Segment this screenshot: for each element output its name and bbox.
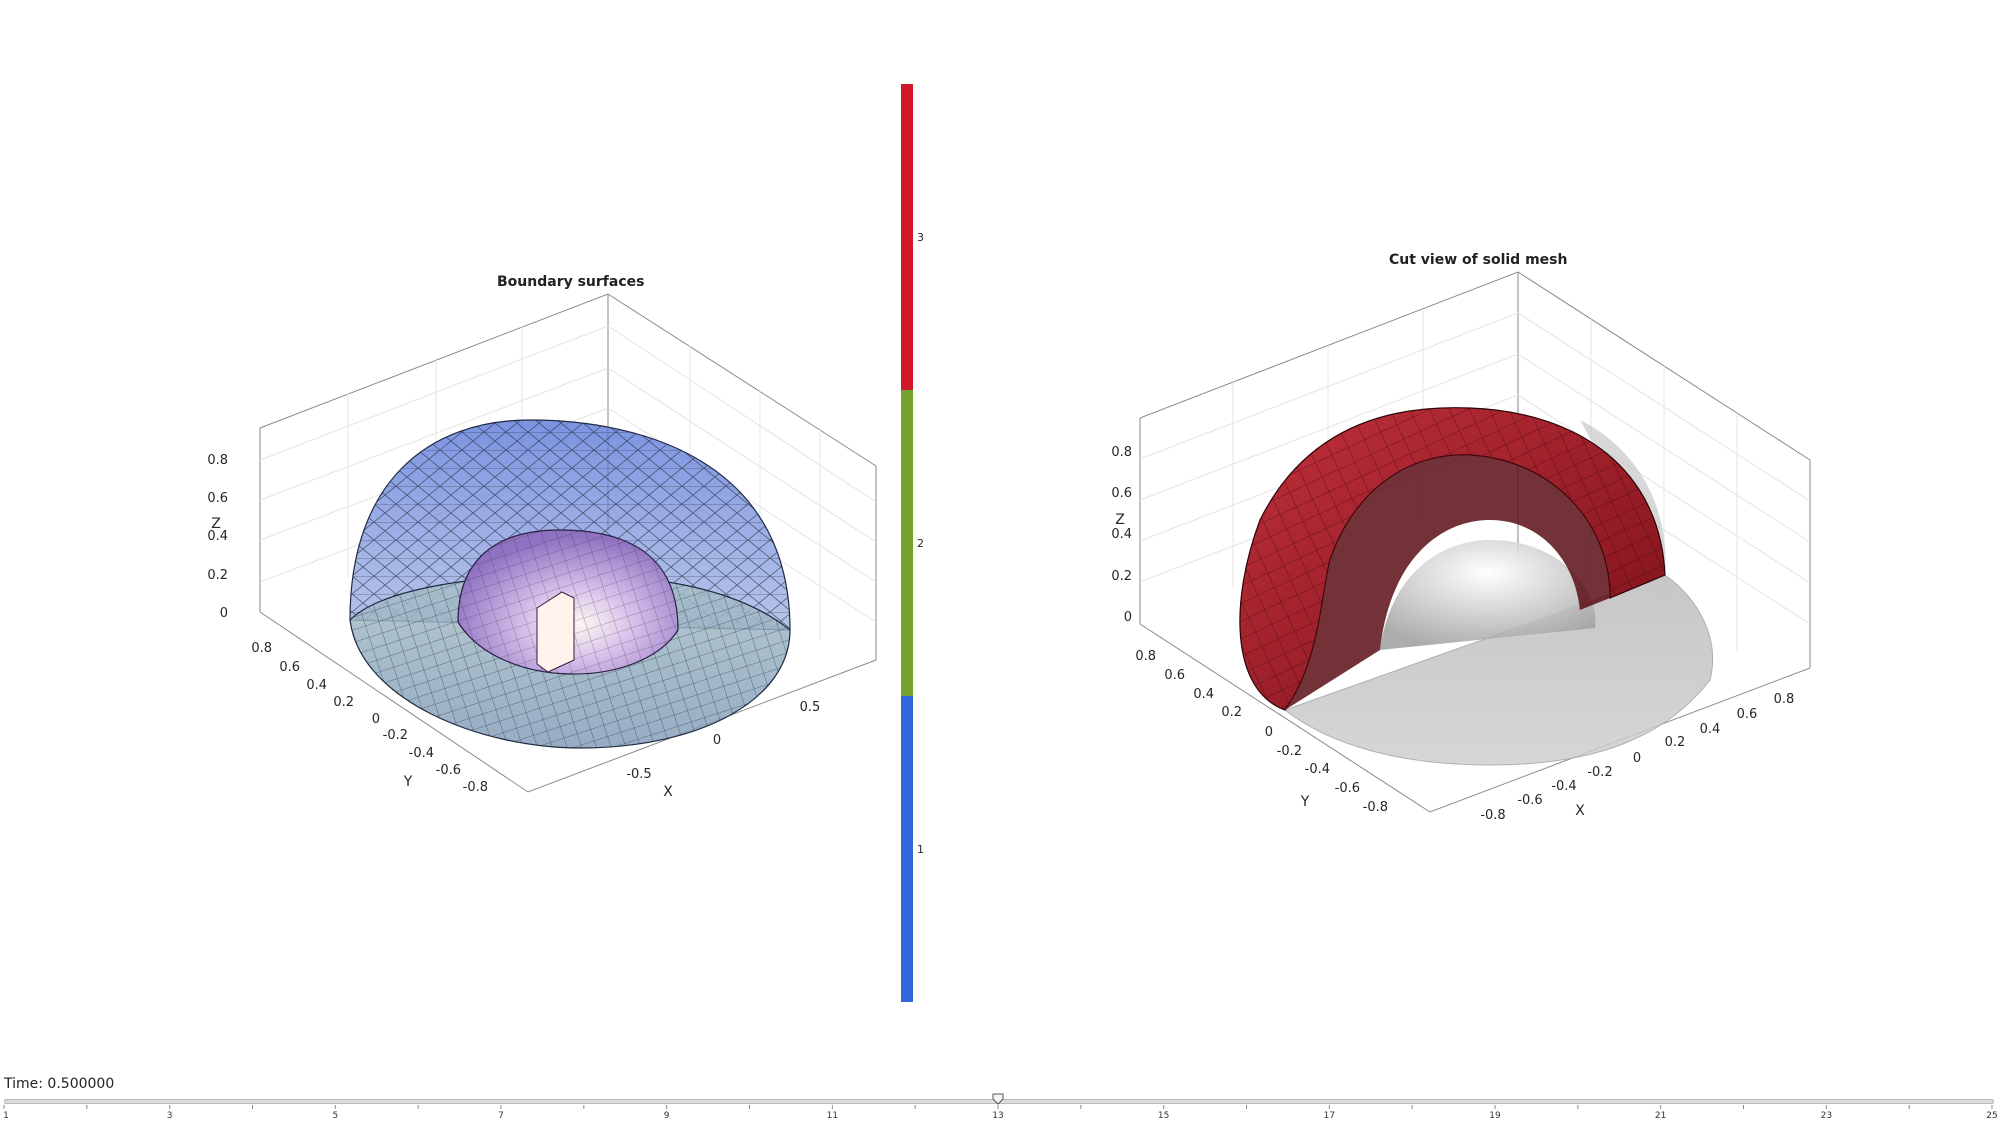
inner-cube xyxy=(536,591,575,673)
svg-text:0: 0 xyxy=(372,712,380,727)
left-z-label: Z xyxy=(211,516,221,532)
slider-tick-label: 7 xyxy=(498,1111,504,1121)
right-x-label: X xyxy=(1575,803,1585,819)
svg-text:0.4: 0.4 xyxy=(1193,687,1214,702)
svg-text:0.2: 0.2 xyxy=(1665,735,1686,750)
colorbar-label-3: 3 xyxy=(917,231,924,244)
svg-text:0.6: 0.6 xyxy=(1164,668,1185,683)
svg-text:0.4: 0.4 xyxy=(1700,722,1721,737)
grey-dome-surface xyxy=(1283,574,1714,766)
svg-text:0.4: 0.4 xyxy=(306,678,327,693)
slider-tick-label: 11 xyxy=(826,1111,839,1121)
right-plot-title: Cut view of solid mesh xyxy=(1389,252,1568,268)
svg-text:-0.2: -0.2 xyxy=(1587,765,1612,780)
colorbar-segment-3 xyxy=(901,84,913,390)
svg-text:-0.6: -0.6 xyxy=(436,763,461,778)
left-y-label: Y xyxy=(403,774,413,790)
svg-text:-0.8: -0.8 xyxy=(463,780,488,795)
left-plot-title: Boundary surfaces xyxy=(497,274,645,290)
inner-grey-dome xyxy=(1380,540,1596,650)
svg-text:0.4: 0.4 xyxy=(1111,527,1132,542)
slider-tick-label: 3 xyxy=(166,1111,173,1121)
svg-text:-0.4: -0.4 xyxy=(1551,779,1576,794)
slider-tick-label: 9 xyxy=(663,1111,670,1121)
left-z-tick: 0 xyxy=(220,606,228,621)
cut-face xyxy=(1285,454,1610,710)
svg-text:0: 0 xyxy=(713,733,721,748)
svg-text:0: 0 xyxy=(1265,725,1273,740)
left-x-ticks: -0.5 0 0.5 xyxy=(626,700,820,782)
left-z-tick: 0.4 xyxy=(207,529,228,544)
svg-text:0: 0 xyxy=(1633,751,1641,766)
right-z-ticks: 0.8 0.6 0.4 0.2 0 xyxy=(1111,445,1132,625)
svg-text:0.8: 0.8 xyxy=(1111,445,1132,460)
slider-tick-label: 15 xyxy=(1157,1111,1170,1121)
svg-text:-0.4: -0.4 xyxy=(409,746,434,761)
right-x-ticks: -0.8 -0.6 -0.4 -0.2 0 0.2 0.4 0.6 0.8 xyxy=(1480,692,1794,823)
svg-text:0.2: 0.2 xyxy=(1111,569,1132,584)
slider-tick-label: 1 xyxy=(3,1111,9,1121)
svg-text:0.5: 0.5 xyxy=(800,700,821,715)
time-slider-ticks xyxy=(3,1105,1993,1109)
svg-text:-0.5: -0.5 xyxy=(626,767,651,782)
svg-text:0.2: 0.2 xyxy=(1221,705,1242,720)
svg-text:-0.8: -0.8 xyxy=(1480,808,1505,823)
right-y-label: Y xyxy=(1300,794,1310,810)
left-x-label: X xyxy=(663,784,673,800)
svg-text:-0.2: -0.2 xyxy=(383,728,408,743)
left-z-tick: 0.8 xyxy=(207,453,228,468)
svg-text:0.6: 0.6 xyxy=(1737,707,1758,722)
left-plot-axes[interactable]: 0.8 0.6 0.4 0.2 0 Z 0.8 0.6 0.4 0.2 0 -0… xyxy=(0,0,900,800)
svg-text:0.8: 0.8 xyxy=(1774,692,1795,707)
slider-tick-label: 25 xyxy=(1986,1111,1998,1121)
right-y-ticks: 0.8 0.6 0.4 0.2 0 -0.2 -0.4 -0.6 -0.8 xyxy=(1135,649,1388,815)
left-z-ticks: 0.8 0.6 0.4 0.2 0 xyxy=(207,453,228,621)
time-label: Time: 0.500000 xyxy=(4,1076,115,1092)
svg-text:0.8: 0.8 xyxy=(251,641,272,656)
left-z-tick: 0.6 xyxy=(207,491,228,506)
svg-text:0: 0 xyxy=(1124,610,1132,625)
right-plot-axes[interactable]: 0.8 0.6 0.4 0.2 0 Z 0.8 0.6 0.4 0.2 0 -0… xyxy=(1020,0,2000,840)
colorbar: 3 2 1 xyxy=(901,84,924,1002)
slider-tick-label: 23 xyxy=(1820,1111,1833,1121)
slider-tick-label: 21 xyxy=(1654,1111,1667,1121)
svg-text:0.8: 0.8 xyxy=(1135,649,1156,664)
svg-text:0.6: 0.6 xyxy=(1111,486,1132,501)
slider-tick-label: 17 xyxy=(1323,1111,1336,1121)
svg-text:-0.8: -0.8 xyxy=(1363,800,1388,815)
colorbar-segment-2 xyxy=(901,390,913,696)
left-y-ticks: 0.8 0.6 0.4 0.2 0 -0.2 -0.4 -0.6 -0.8 xyxy=(251,641,488,795)
colorbar-label-1: 1 xyxy=(917,843,924,856)
left-axes-box xyxy=(259,293,877,793)
slider-tick-label: 13 xyxy=(992,1111,1004,1121)
colorbar-segment-1 xyxy=(901,696,913,1002)
slider-tick-label: 19 xyxy=(1489,1111,1501,1121)
svg-text:-0.6: -0.6 xyxy=(1517,793,1542,808)
svg-text:-0.6: -0.6 xyxy=(1335,781,1360,796)
svg-text:-0.4: -0.4 xyxy=(1305,762,1330,777)
svg-text:0.6: 0.6 xyxy=(279,660,300,675)
colorbar-label-2: 2 xyxy=(917,537,924,550)
slider-tick-label: 5 xyxy=(332,1111,339,1121)
right-axes-box xyxy=(1139,271,1811,813)
time-slider-thumb[interactable] xyxy=(992,1093,1004,1105)
svg-text:0.2: 0.2 xyxy=(333,695,354,710)
svg-text:-0.2: -0.2 xyxy=(1277,744,1302,759)
right-z-label: Z xyxy=(1115,512,1125,528)
left-z-tick: 0.2 xyxy=(207,568,228,583)
